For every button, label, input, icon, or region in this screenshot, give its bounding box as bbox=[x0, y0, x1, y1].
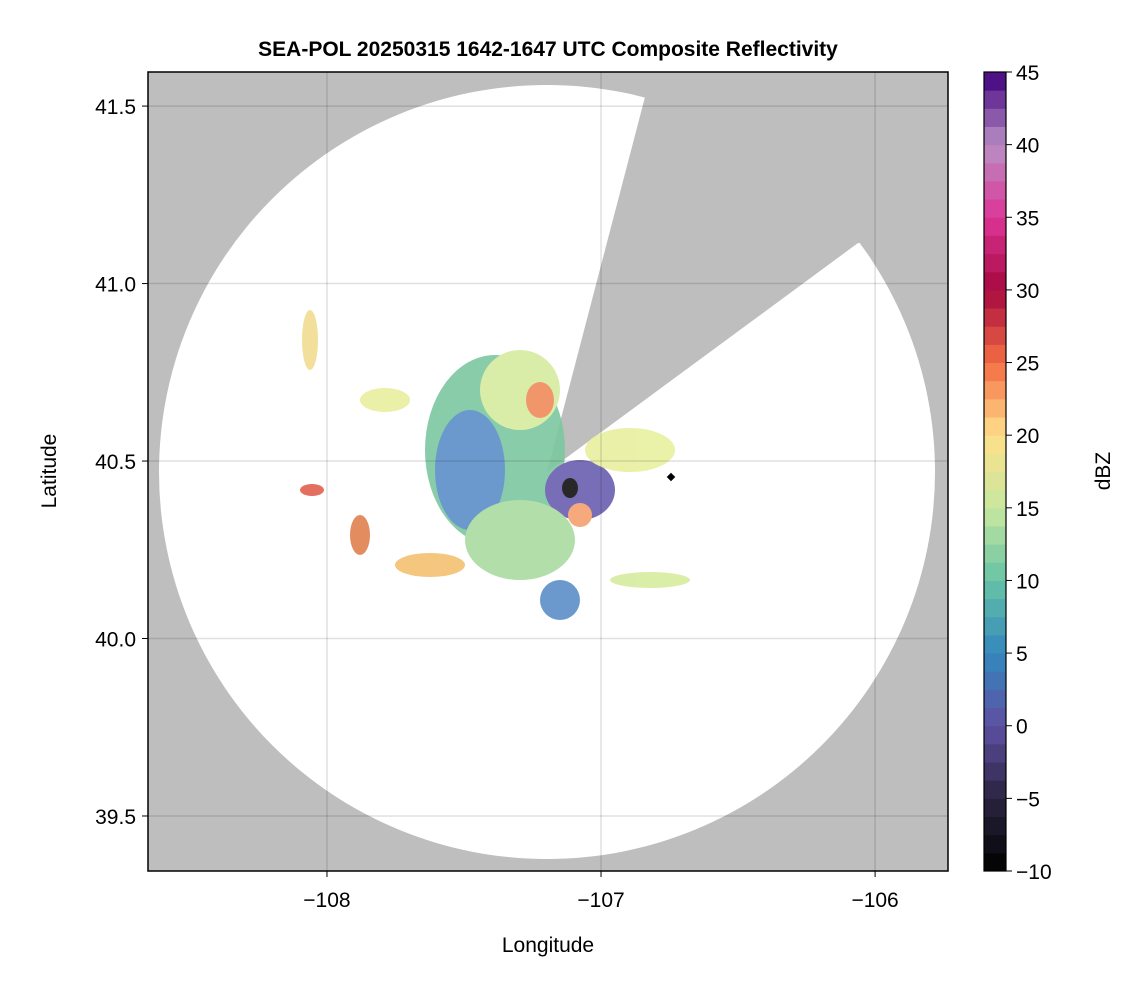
colorbar-step bbox=[984, 289, 1006, 309]
colorbar-step bbox=[984, 671, 1006, 690]
echo bbox=[526, 382, 554, 418]
colorbar-step bbox=[984, 562, 1006, 581]
colorbar-tick-label: 35 bbox=[1016, 207, 1039, 230]
x-tick-label: −108 bbox=[303, 889, 350, 912]
colorbar-step bbox=[984, 489, 1006, 509]
chart-title: SEA-POL 20250315 1642-1647 UTC Composite… bbox=[258, 38, 838, 61]
y-tick-label: 41.0 bbox=[95, 274, 136, 297]
echo bbox=[568, 503, 592, 527]
colorbar-step bbox=[984, 834, 1006, 854]
colorbar-step bbox=[984, 689, 1006, 709]
echo bbox=[435, 410, 505, 530]
colorbar-tick-label: 10 bbox=[1016, 570, 1039, 593]
colorbar-tick-label: 0 bbox=[1016, 716, 1028, 739]
colorbar-step bbox=[984, 253, 1006, 273]
colorbar-step bbox=[984, 507, 1006, 527]
colorbar-step bbox=[984, 126, 1006, 146]
colorbar-tick-label: 15 bbox=[1016, 498, 1039, 521]
colorbar-tick-label: −5 bbox=[1016, 788, 1040, 811]
x-axis-label: Longitude bbox=[502, 934, 594, 957]
echoes bbox=[300, 310, 690, 620]
y-tick-label: 39.5 bbox=[95, 806, 136, 829]
echo bbox=[465, 500, 575, 580]
echo bbox=[540, 580, 580, 620]
colorbar-tick-label: 30 bbox=[1016, 280, 1039, 303]
colorbar-step bbox=[984, 144, 1006, 164]
radar-site bbox=[666, 472, 676, 482]
colorbar-step bbox=[984, 199, 1006, 218]
echo bbox=[302, 310, 318, 370]
colorbar-step bbox=[984, 580, 1006, 600]
echo bbox=[300, 484, 324, 496]
echo bbox=[350, 515, 370, 555]
echo bbox=[610, 572, 690, 588]
colorbar-step bbox=[984, 634, 1006, 654]
colorbar-label: dBZ bbox=[1092, 452, 1115, 491]
plot-frame bbox=[147, 71, 949, 872]
colorbar-tick-label: 5 bbox=[1016, 643, 1028, 666]
x-tick-label: −106 bbox=[851, 889, 898, 912]
x-tick-label: −107 bbox=[577, 889, 624, 912]
colorbar-step bbox=[984, 271, 1006, 291]
colorbar-tick-label: 25 bbox=[1016, 353, 1039, 376]
colorbar-step bbox=[984, 308, 1006, 327]
colorbar-tick-label: 20 bbox=[1016, 425, 1039, 448]
colorbar-step bbox=[984, 162, 1006, 182]
y-tick-label: 40.5 bbox=[95, 451, 136, 474]
colorbar-step bbox=[984, 780, 1006, 799]
colorbar-step bbox=[984, 616, 1006, 636]
colorbar-step bbox=[984, 798, 1006, 818]
colorbar-step bbox=[984, 108, 1006, 127]
colorbar-step bbox=[984, 235, 1006, 255]
beam-blockage bbox=[547, 72, 948, 472]
echo bbox=[360, 388, 410, 412]
y-tick-label: 40.0 bbox=[95, 629, 136, 652]
colorbar bbox=[984, 72, 1006, 872]
colorbar-tick-label: 40 bbox=[1016, 135, 1039, 158]
echo bbox=[585, 428, 675, 472]
colorbar-step bbox=[984, 435, 1006, 454]
colorbar-tick-label: −10 bbox=[1016, 861, 1052, 884]
colorbar-step bbox=[984, 380, 1006, 400]
echo bbox=[545, 460, 615, 520]
colorbar-step bbox=[984, 417, 1006, 436]
y-tick-label: 41.5 bbox=[95, 96, 136, 119]
colorbar-tick-label: 45 bbox=[1016, 62, 1039, 85]
colorbar-step bbox=[984, 762, 1006, 781]
colorbar-step bbox=[984, 725, 1006, 745]
colorbar-step bbox=[984, 180, 1006, 200]
colorbar-step bbox=[984, 217, 1006, 236]
radar-field bbox=[159, 72, 948, 859]
colorbar-step bbox=[984, 816, 1006, 836]
colorbar-step bbox=[984, 743, 1006, 763]
colorbar-step bbox=[984, 653, 1006, 672]
colorbar-step bbox=[984, 598, 1006, 618]
echo bbox=[562, 478, 578, 498]
colorbar-step bbox=[984, 326, 1006, 345]
colorbar-step bbox=[984, 707, 1006, 727]
colorbar-step bbox=[984, 72, 1006, 91]
colorbar-step bbox=[984, 90, 1006, 109]
colorbar-step bbox=[984, 471, 1006, 491]
colorbar-step bbox=[984, 398, 1006, 418]
colorbar-step bbox=[984, 544, 1006, 563]
colorbar-step bbox=[984, 344, 1006, 364]
y-axis-label: Latitude bbox=[38, 434, 61, 509]
colorbar-step bbox=[984, 362, 1006, 382]
colorbar-frame bbox=[983, 71, 1007, 872]
colorbar-step bbox=[984, 525, 1006, 545]
echo bbox=[395, 553, 465, 577]
colorbar-step bbox=[984, 852, 1006, 872]
grid bbox=[148, 72, 948, 871]
colorbar-step bbox=[984, 453, 1006, 472]
